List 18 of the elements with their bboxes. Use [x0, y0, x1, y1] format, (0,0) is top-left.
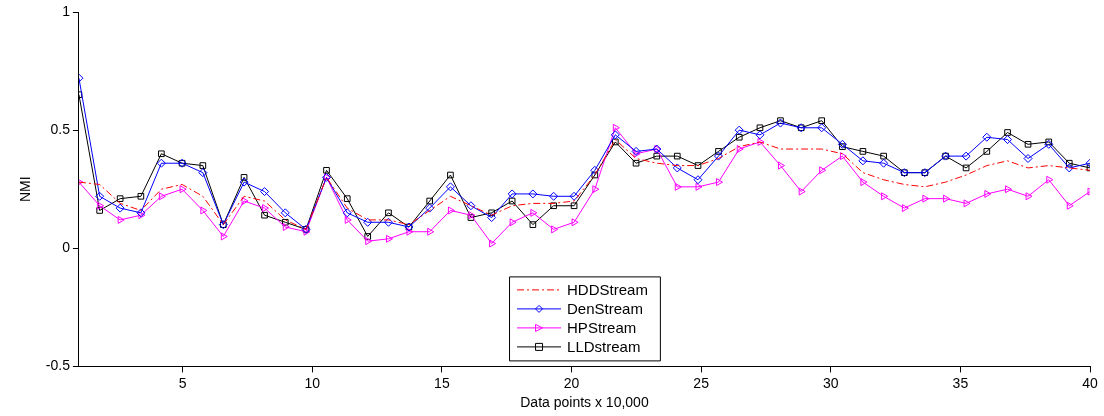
y-axis-title: NMI: [17, 176, 34, 203]
y-tick-label: 1: [62, 2, 71, 19]
x-axis-title: Data points x 10,000: [520, 394, 649, 411]
legend-label: HDDStream: [567, 281, 648, 299]
x-tick-label: 20: [563, 374, 580, 391]
x-tick-label: 40: [1082, 374, 1098, 391]
y-tick-label: 0: [62, 239, 71, 256]
legend-label: DenStream: [567, 300, 643, 318]
x-tick-label: 25: [693, 374, 710, 391]
legend-label: HPStream: [567, 319, 637, 337]
y-tick-label: 0.5: [50, 120, 71, 137]
x-tick-label: 35: [952, 374, 969, 391]
x-tick-label: 10: [304, 374, 321, 391]
legend-label: LLDstream: [567, 338, 641, 356]
x-tick-label: 30: [822, 374, 839, 391]
x-tick-label: 15: [434, 374, 450, 391]
y-tick-label: -0.5: [45, 357, 71, 374]
x-tick-label: 5: [178, 374, 187, 391]
